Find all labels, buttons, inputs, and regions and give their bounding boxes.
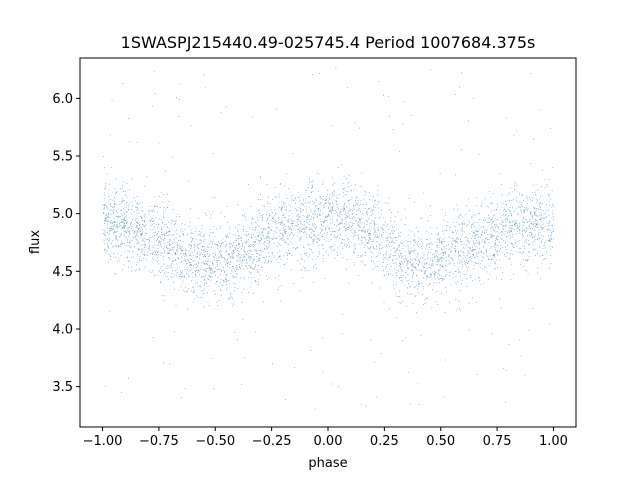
x-tick-label: 0.00 — [314, 434, 343, 449]
x-tick-label: −0.75 — [139, 434, 179, 449]
y-tick-label: 6.0 — [52, 92, 73, 107]
x-tick-label: −0.50 — [195, 434, 235, 449]
x-axis-ticks: −1.00 −0.75 −0.50 −0.25 0.00 0.25 0.50 0.75 1.00 — [83, 427, 568, 449]
x-tick-label: −0.25 — [252, 434, 292, 449]
data-points — [102, 67, 555, 410]
x-tick-label: −1.00 — [83, 434, 123, 449]
y-axis-ticks: 3.5 4.0 4.5 5.0 5.5 6.0 — [52, 92, 80, 395]
y-tick-label: 3.5 — [52, 380, 73, 395]
x-tick-label: 1.00 — [539, 434, 568, 449]
y-tick-label: 4.0 — [52, 322, 73, 337]
chart-title: 1SWASPJ215440.49-025745.4 Period 1007684… — [121, 33, 536, 52]
y-tick-label: 5.5 — [52, 150, 73, 165]
x-tick-label: 0.25 — [370, 434, 399, 449]
plot-frame — [79, 57, 577, 428]
x-tick-label: 0.50 — [426, 434, 455, 449]
y-tick-label: 5.0 — [52, 207, 73, 222]
x-tick-label: 0.75 — [483, 434, 512, 449]
y-axis-label: flux — [28, 230, 43, 254]
scatter-points — [102, 67, 555, 410]
x-axis-label: phase — [308, 456, 347, 471]
y-tick-label: 4.5 — [52, 265, 73, 280]
